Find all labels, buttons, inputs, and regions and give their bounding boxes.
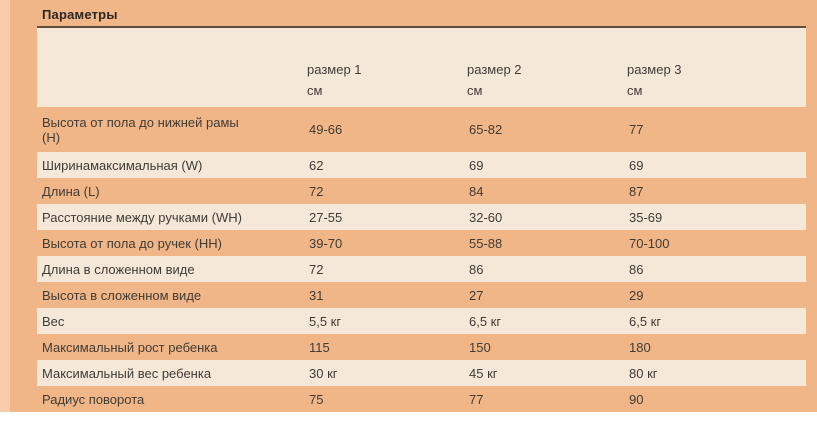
left-edge-strip (0, 0, 10, 412)
row-value-size-3: 70-100 (629, 235, 670, 251)
header-size-1: размер 1 см (307, 59, 467, 107)
row-value-size-3: 86 (629, 261, 644, 277)
row-value-size-1: 31 (309, 287, 324, 303)
table-row: Длина в сложенном виде 72 86 86 (37, 256, 806, 282)
row-label: Максимальный вес ребенка (42, 365, 212, 381)
row-label: Ширинамаксимальная (W) (42, 157, 203, 173)
header-size-3-label: размер 3 (627, 62, 682, 77)
row-value-size-1: 72 (309, 183, 324, 199)
row-value-size-2: 45 кг (469, 365, 498, 381)
row-label: Длина в сложенном виде (42, 261, 195, 277)
table-row: Высота в сложенном виде 31 27 29 (37, 282, 806, 308)
row-value-size-2: 86 (469, 261, 484, 277)
table-row: Максимальный рост ребенка 115 150 180 (37, 334, 806, 360)
row-value-size-2: 65-82 (469, 122, 503, 137)
row-label: Вес (42, 313, 65, 329)
row-value-size-3: 87 (629, 183, 644, 199)
row-value-size-3: 6,5 кг (629, 313, 662, 329)
row-label: Длина (L) (42, 183, 100, 199)
row-value-size-3: 35-69 (629, 209, 663, 225)
row-value-size-1: 75 (309, 391, 324, 407)
table-row: Вес 5,5 кг 6,5 кг 6,5 кг (37, 308, 806, 334)
table-row: Высота от пола до ручек (HH) 39-70 55-88… (37, 230, 806, 256)
row-value-size-2: 150 (469, 339, 491, 355)
row-label: Высота в сложенном виде (42, 287, 202, 303)
header-size-1-label: размер 1 (307, 62, 362, 77)
table-row: Ширинамаксимальная (W) 62 69 69 (37, 152, 806, 178)
row-value-size-1: 72 (309, 261, 324, 277)
row-value-size-2: 32-60 (469, 209, 503, 225)
table-row: Максимальный вес ребенка 30 кг 45 кг 80 … (37, 360, 806, 386)
row-value-size-2: 84 (469, 183, 484, 199)
row-value-size-2: 77 (469, 391, 484, 407)
table-row: Радиус поворота 75 77 90 (37, 386, 806, 412)
row-label: Радиус поворота (42, 391, 145, 407)
row-label: Расстояние между ручками (WH) (42, 209, 242, 225)
spec-table-body: Высота от пола до нижней рамы (H) 49-66 … (37, 107, 806, 412)
row-label: Высота от пола до нижней рамы (H) (42, 114, 239, 145)
table-row: Высота от пола до нижней рамы (H) 49-66 … (37, 107, 806, 152)
section-title-bar: Параметры (37, 0, 806, 28)
header-size-3-unit: см (627, 83, 643, 98)
row-label: Высота от пола до ручек (HH) (42, 235, 222, 251)
row-value-size-3: 80 кг (629, 365, 658, 381)
row-value-size-2: 69 (469, 157, 484, 173)
header-size-3: размер 3 см (627, 59, 806, 107)
row-value-size-2: 27 (469, 287, 484, 303)
parameters-section: Параметры размер 1 см размер 2 см размер… (37, 0, 806, 412)
header-empty-cell (37, 101, 307, 107)
row-value-size-1: 27-55 (309, 209, 343, 225)
row-value-size-1: 39-70 (309, 235, 343, 251)
row-value-size-2: 6,5 кг (469, 313, 502, 329)
row-value-size-3: 69 (629, 157, 644, 173)
row-value-size-1: 5,5 кг (309, 313, 342, 329)
table-row: Длина (L) 72 84 87 (37, 178, 806, 204)
row-value-size-1: 49-66 (309, 122, 343, 137)
row-value-size-1: 115 (309, 339, 330, 355)
spec-table-header: размер 1 см размер 2 см размер 3 см (37, 28, 806, 107)
row-label: Максимальный рост ребенка (42, 339, 218, 355)
row-value-size-1: 62 (309, 157, 324, 173)
row-value-size-2: 55-88 (469, 235, 503, 251)
row-value-size-3: 77 (629, 122, 644, 137)
row-value-size-1: 30 кг (309, 365, 338, 381)
row-value-size-3: 29 (629, 287, 644, 303)
header-size-2-unit: см (467, 83, 483, 98)
header-size-1-unit: см (307, 83, 323, 98)
row-value-size-3: 90 (629, 391, 644, 407)
header-size-2: размер 2 см (467, 59, 627, 107)
section-title: Параметры (42, 7, 118, 22)
table-row: Расстояние между ручками (WH) 27-55 32-6… (37, 204, 806, 230)
row-value-size-3: 180 (629, 339, 651, 355)
header-size-2-label: размер 2 (467, 62, 522, 77)
